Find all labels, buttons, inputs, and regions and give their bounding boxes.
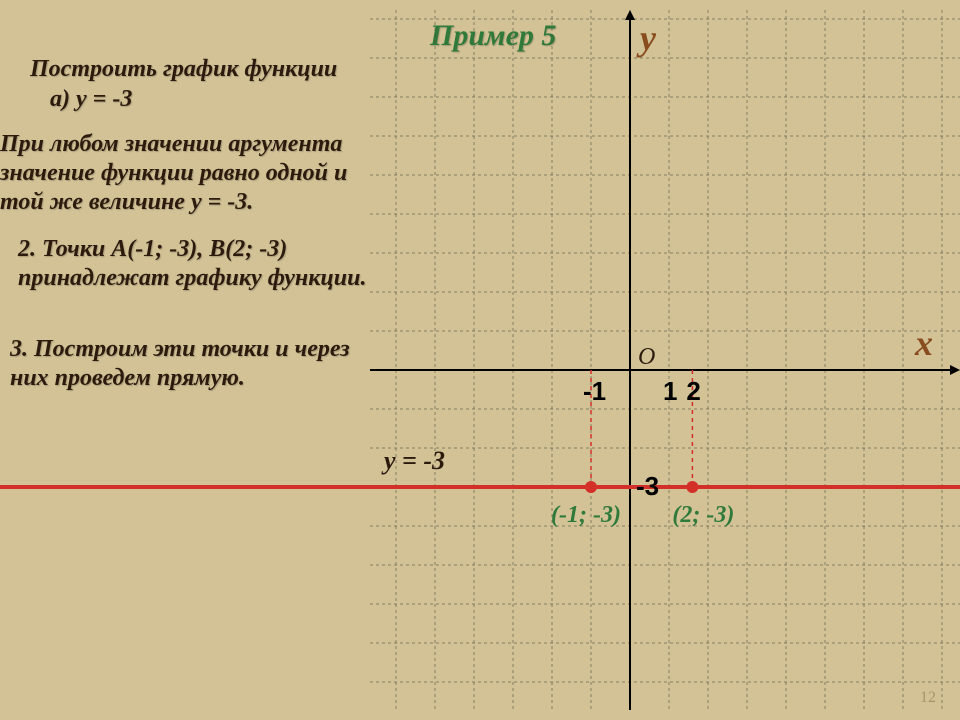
tick-label: -3 bbox=[636, 471, 659, 501]
function-line-label: y = -3 bbox=[381, 446, 445, 475]
grid bbox=[370, 10, 960, 710]
axes bbox=[370, 10, 960, 710]
origin-label: O bbox=[638, 344, 655, 370]
x-axis-label: x bbox=[914, 323, 933, 363]
coordinate-plane-chart: (-1; -3) (2; -3) x y O -1 12 -3 y = -3 bbox=[0, 0, 960, 720]
point-label: (-1; -3) bbox=[551, 502, 621, 528]
tick-label: 2 bbox=[686, 376, 700, 406]
tick-label: 1 bbox=[663, 376, 677, 406]
y-axis-label: y bbox=[636, 18, 657, 58]
tick-label: -1 bbox=[583, 376, 606, 406]
point-label: (2; -3) bbox=[672, 502, 734, 528]
chart-labels: (-1; -3) (2; -3) x y O -1 12 -3 y = -3 bbox=[381, 18, 933, 528]
